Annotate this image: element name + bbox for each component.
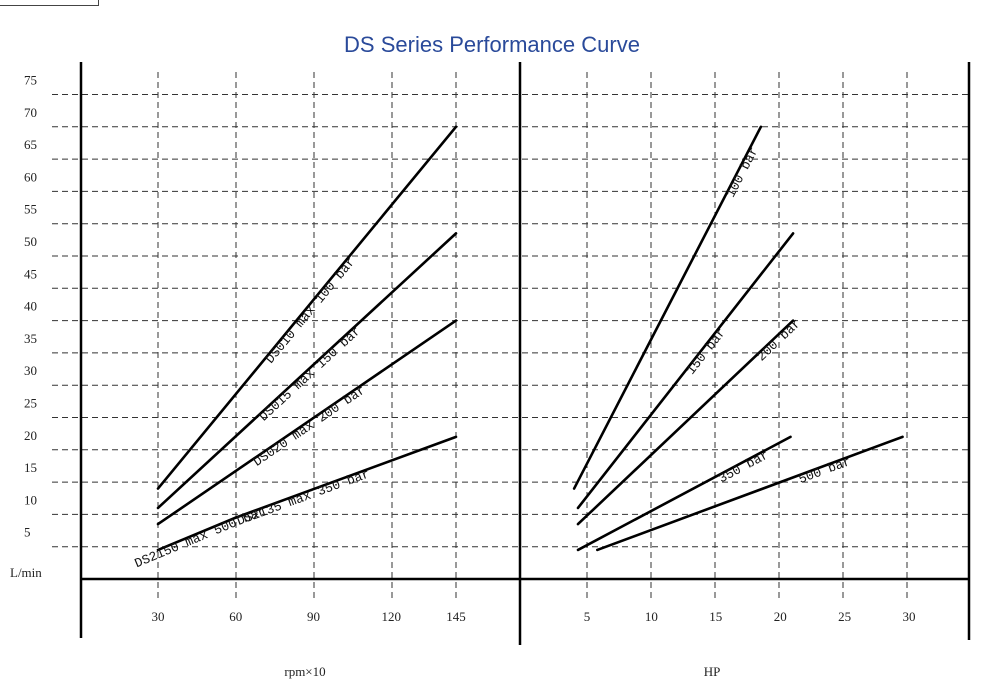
y-tick-label: 30 [24, 363, 37, 378]
chart-title: DS Series Performance Curve [344, 32, 640, 57]
x-axis-title: rpm×10 [284, 664, 325, 679]
x-tick-label: 5 [584, 609, 591, 624]
x-tick-label: 15 [709, 609, 722, 624]
y-tick-label: 70 [24, 105, 37, 120]
series-line [234, 435, 458, 519]
y-tick-label: 75 [24, 73, 37, 88]
y-tick-label: 10 [24, 492, 37, 507]
series-line [156, 319, 458, 526]
x-tick-label: 120 [381, 609, 401, 624]
series-line [596, 435, 904, 552]
series-line [576, 435, 792, 552]
axes [79, 62, 971, 645]
y-tick-label: 25 [24, 396, 37, 411]
series-label: 350 bar [716, 447, 771, 486]
y-tick-label: 20 [24, 428, 37, 443]
series-line [156, 232, 458, 510]
series-line [576, 319, 795, 526]
x-tick-label: 90 [307, 609, 320, 624]
series-label: DS020 max 200 bar [251, 382, 369, 469]
y-tick-label: 45 [24, 266, 37, 281]
y-axis-ticks: 5 10 15 20 25 30 35 40 45 50 55 60 65 70 75 [24, 73, 37, 540]
y-tick-label: 35 [24, 331, 37, 346]
x-tick-label: 30 [152, 609, 165, 624]
x-tick-label: 60 [229, 609, 242, 624]
x-tick-label: 145 [446, 609, 466, 624]
x-tick-label: 10 [645, 609, 658, 624]
y-tick-label: 55 [24, 202, 37, 217]
x-tick-label: 25 [838, 609, 851, 624]
x-tick-label: 30 [903, 609, 916, 624]
x-axis-title: HP [704, 664, 721, 679]
y-axis-unit: L/min [10, 565, 42, 580]
series-label: 150 bar [684, 325, 729, 377]
series-label: DS2150 max 500 bar [132, 503, 267, 571]
y-tick-label: 40 [24, 299, 37, 314]
y-tick-label: 5 [24, 525, 31, 540]
y-tick-label: 15 [24, 460, 37, 475]
series-line [572, 125, 763, 490]
x-tick-label: 20 [774, 609, 787, 624]
series-line [576, 232, 795, 510]
y-tick-label: 50 [24, 234, 37, 249]
series-label: DS015 max 150 bar [256, 324, 364, 425]
corner-frame [0, 0, 99, 6]
series-line [156, 125, 458, 490]
y-tick-label: 60 [24, 169, 37, 184]
grid [52, 72, 968, 600]
y-tick-label: 65 [24, 137, 37, 152]
series-line [156, 516, 238, 552]
